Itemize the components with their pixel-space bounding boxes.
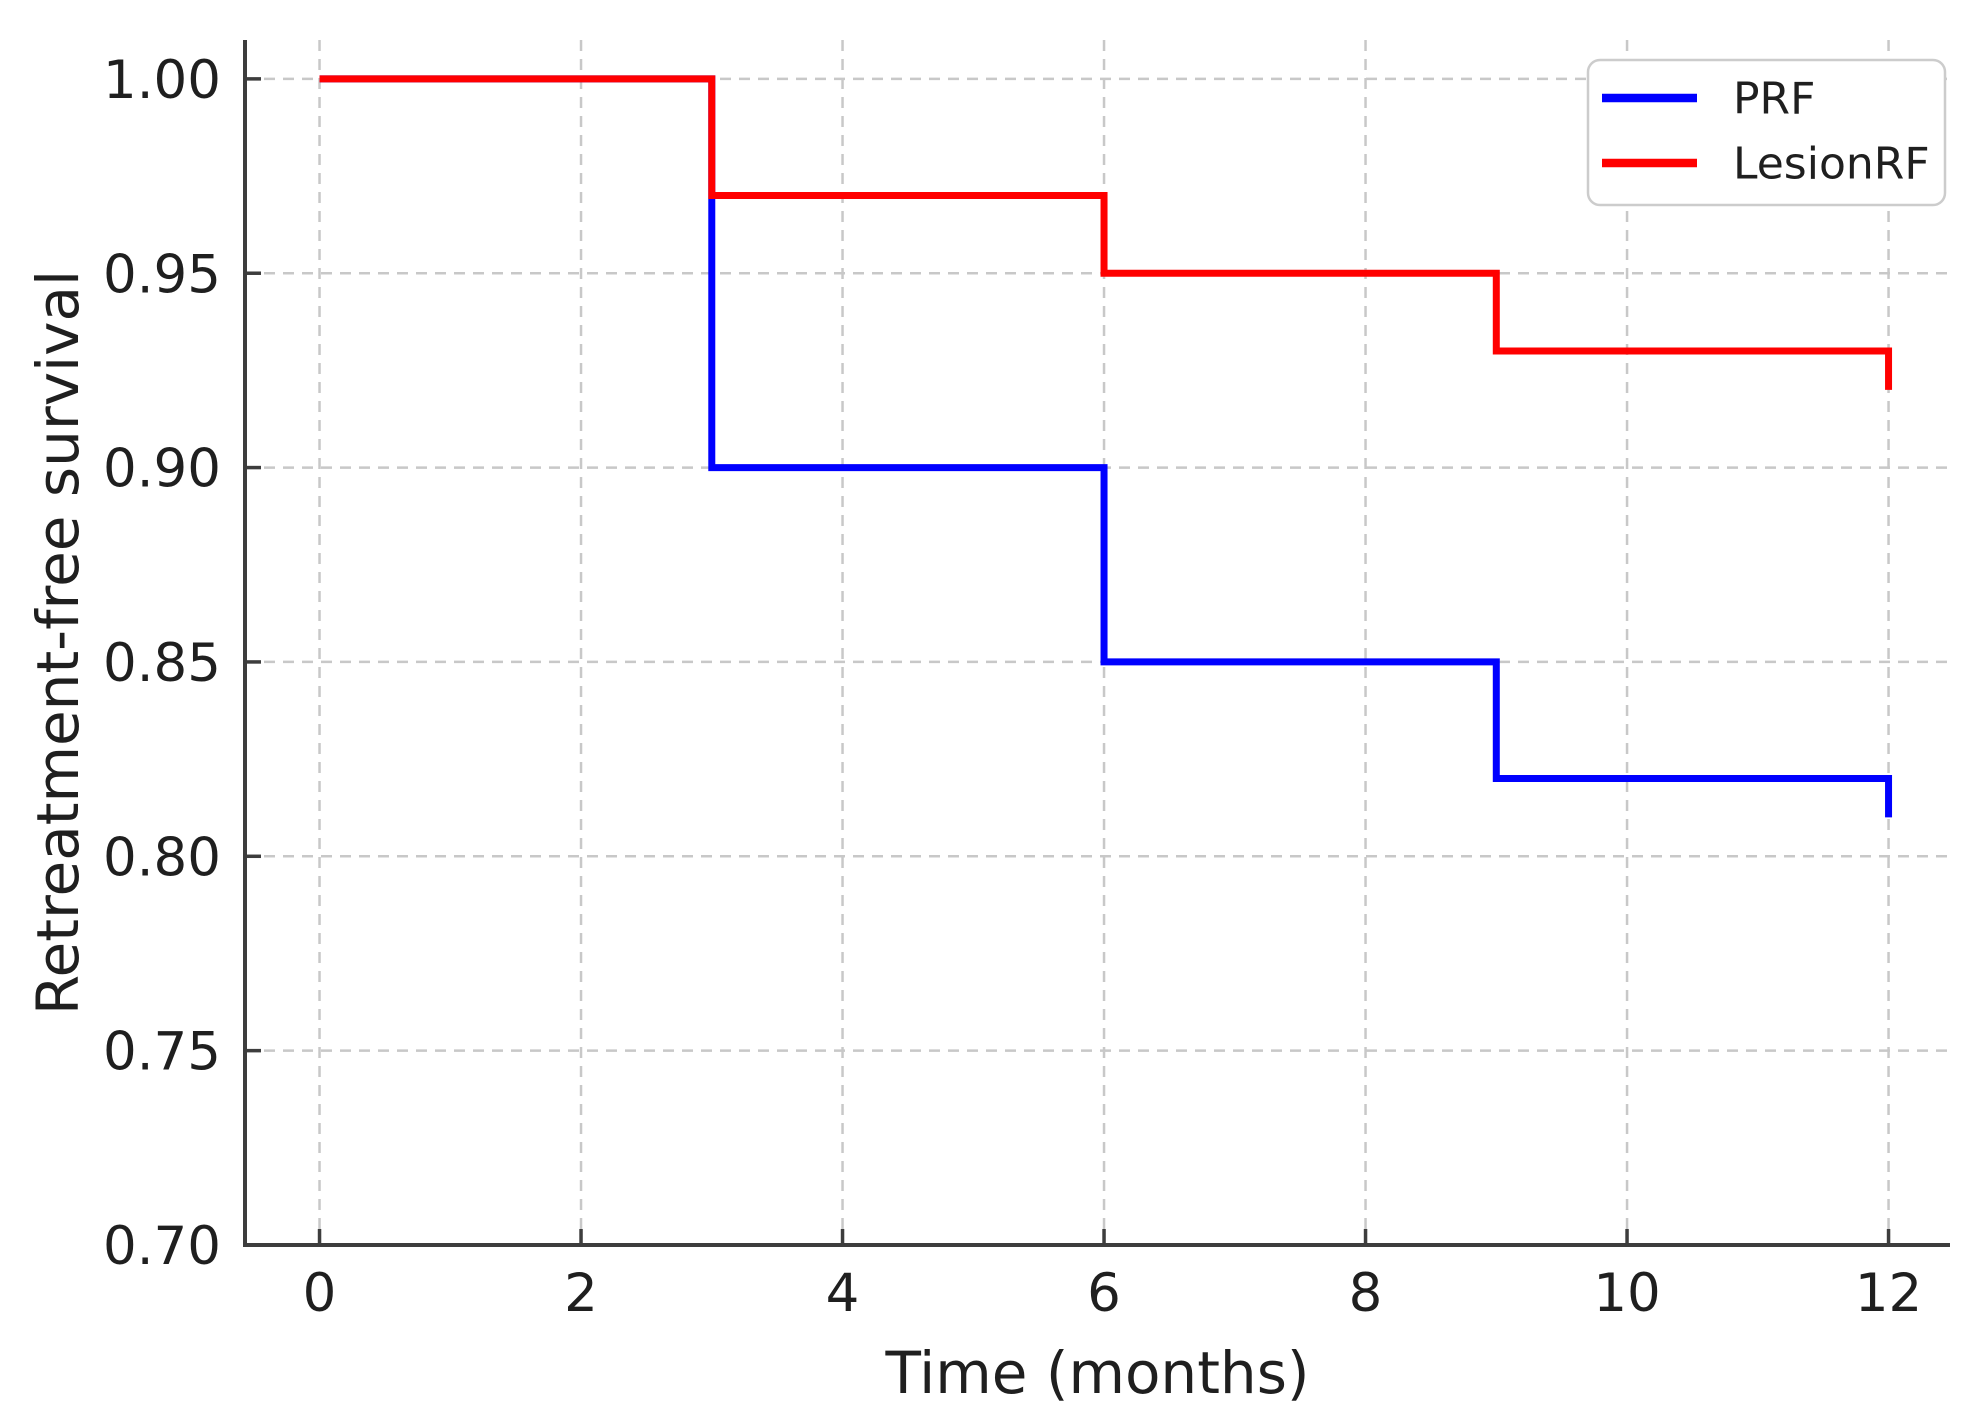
x-tick-label: 2 [564, 1263, 598, 1324]
x-tick-label: 12 [1855, 1263, 1922, 1324]
y-tick-label: 0.80 [103, 827, 221, 888]
x-tick-label: 0 [303, 1263, 337, 1324]
y-tick-label: 0.70 [103, 1216, 221, 1277]
y-tick-label: 0.85 [103, 633, 221, 694]
axes-layer: 0.70 0.75 0.80 0.85 0.90 0.95 1.00 0 2 4 6 8 10 12 [103, 40, 1950, 1324]
series-line-PRF [319, 75, 1893, 818]
x-tick-label: 8 [1349, 1263, 1383, 1324]
y-tick-label: 1.00 [103, 50, 221, 111]
y-tick-label: 0.95 [103, 244, 221, 305]
series-layer [319, 75, 1893, 818]
series-line-LesionRF [319, 75, 1893, 390]
x-tick-label: 4 [826, 1263, 860, 1324]
y-axis-label: Retreatment-free survival [24, 270, 92, 1015]
legend-label-PRF: PRF [1733, 73, 1815, 124]
x-tick-label: 6 [1087, 1263, 1121, 1324]
y-tick-label: 0.90 [103, 439, 221, 500]
x-axis-label: Time (months) [884, 1339, 1309, 1407]
legend-label-LesionRF: LesionRF [1733, 138, 1930, 189]
y-tick-label: 0.75 [103, 1022, 221, 1083]
legend: PRF LesionRF [1586, 58, 1947, 207]
x-tick-label: 10 [1593, 1263, 1660, 1324]
